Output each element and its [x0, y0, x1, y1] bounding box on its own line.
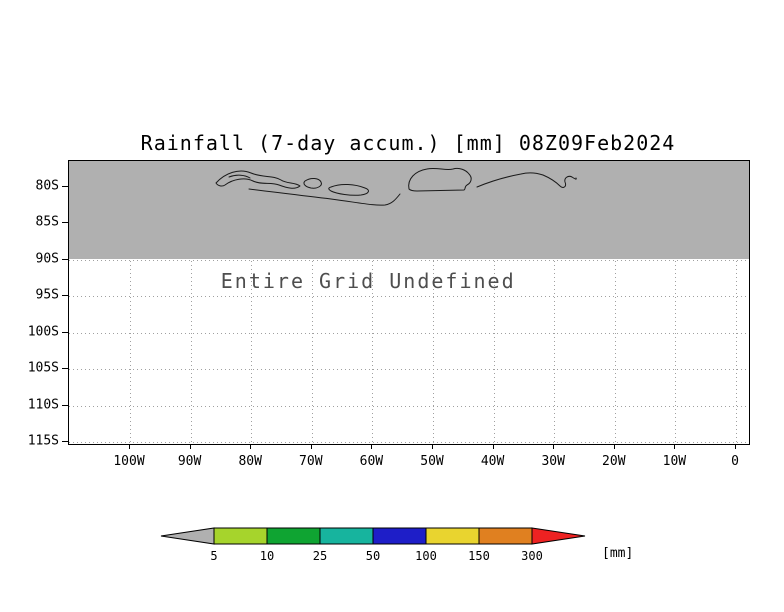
colorbar-level-label: 5	[210, 549, 217, 563]
colorbar-level-label: 100	[415, 549, 437, 563]
gridline-horizontal	[69, 442, 749, 443]
gridline-vertical	[311, 161, 313, 444]
x-tick-label: 80W	[238, 454, 262, 469]
plot-area: Entire Grid Undefined	[68, 160, 750, 445]
y-tick-mark	[62, 258, 68, 260]
colorbar-right-arrow	[531, 527, 586, 545]
x-tick-label: 70W	[299, 454, 323, 469]
colorbar-left-arrow	[160, 527, 215, 545]
colorbar-segment	[266, 527, 321, 545]
y-tick-label: 95S	[35, 287, 59, 303]
colorbar-level-label: 150	[468, 549, 490, 563]
status-text: Entire Grid Undefined	[220, 269, 516, 293]
x-tick-label: 90W	[177, 454, 202, 469]
y-tick-label: 90S	[35, 251, 59, 267]
y-tick-label: 100S	[27, 324, 59, 340]
y-tick-label: 80S	[35, 178, 59, 194]
gridline-horizontal	[69, 259, 749, 261]
x-tick-mark	[674, 444, 676, 449]
gridline-vertical	[554, 161, 556, 444]
x-tick-mark	[189, 444, 191, 449]
colorbar-level-label: 10	[260, 549, 274, 563]
y-tick-label: 105S	[27, 360, 59, 376]
colorbar-segment	[213, 527, 268, 545]
colorbar-segment	[478, 527, 533, 545]
x-tick-label: 40W	[480, 454, 505, 469]
x-tick-mark	[492, 444, 494, 449]
x-tick-mark	[371, 444, 373, 449]
y-tick-mark	[62, 186, 68, 187]
gridline-vertical	[190, 161, 192, 444]
gridline-vertical	[251, 161, 253, 444]
x-tick-mark	[310, 444, 312, 449]
gridline-vertical	[736, 161, 737, 444]
y-tick-label: 110S	[27, 397, 59, 413]
gridline-horizontal	[69, 405, 749, 407]
y-tick-mark	[62, 331, 68, 333]
colorbar-level-label: 50	[366, 549, 380, 563]
gridline-vertical	[614, 161, 616, 444]
x-tick-mark	[250, 444, 252, 449]
y-tick-label: 115S	[27, 433, 59, 449]
gridline-vertical	[433, 161, 434, 444]
x-tick-label: 10W	[662, 454, 687, 469]
x-tick-mark	[129, 444, 130, 449]
y-tick-label: 85S	[35, 214, 59, 230]
x-tick-label: 60W	[359, 454, 384, 469]
y-tick-mark	[62, 368, 68, 370]
gridline-vertical	[130, 161, 131, 444]
gridline-vertical	[675, 161, 677, 444]
colorbar-level-label: 300	[521, 549, 543, 563]
y-tick-mark	[62, 222, 68, 224]
y-tick-mark	[62, 441, 68, 442]
x-tick-label: 0	[731, 454, 739, 469]
gridline-horizontal	[69, 296, 749, 298]
x-tick-mark	[553, 444, 555, 449]
colorbar: 5 10 25 50 100 150 300	[160, 527, 586, 563]
y-tick-mark	[62, 295, 68, 297]
colorbar-unit-label: [mm]	[602, 546, 634, 561]
gridline-horizontal	[69, 369, 749, 371]
antarctica-coastline	[215, 167, 577, 206]
y-tick-mark	[62, 404, 68, 406]
x-tick-label: 100W	[113, 454, 145, 469]
gridline-vertical	[493, 161, 495, 444]
undefined-region	[69, 161, 749, 259]
colorbar-segment	[319, 527, 374, 545]
gridline-horizontal	[69, 332, 749, 334]
gridline-vertical	[372, 161, 374, 444]
y-axis: 80S 85S 90S 95S 100S 105S 110S 115S	[0, 160, 68, 449]
x-tick-mark	[613, 444, 615, 449]
x-tick-label: 50W	[420, 454, 444, 469]
x-tick-label: 20W	[602, 454, 626, 469]
colorbar-level-label: 25	[313, 549, 327, 563]
colorbar-segment	[425, 527, 480, 545]
x-tick-label: 30W	[541, 454, 565, 469]
chart-title: Rainfall (7-day accum.) [mm] 08Z09Feb202…	[140, 131, 676, 155]
x-axis: 100W 90W 80W 70W 60W 50W 40W 30W 20W 10W 0	[68, 444, 749, 476]
x-tick-mark	[735, 444, 736, 449]
colorbar-segment	[372, 527, 427, 545]
x-tick-mark	[432, 444, 433, 449]
